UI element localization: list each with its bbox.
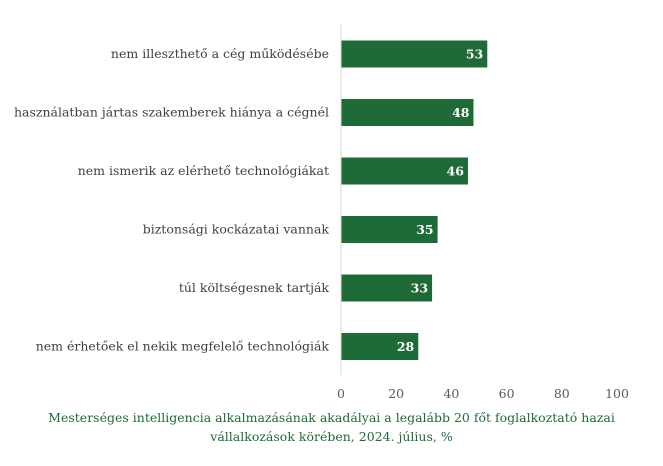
bar [341,99,474,126]
chart-caption: Mesterséges intelligencia alkalmazásának… [20,408,643,446]
data-label: 48 [452,105,470,120]
x-tick-label: 40 [443,386,459,401]
bar [341,216,438,243]
data-label: 53 [466,47,483,62]
data-label: 33 [411,281,428,296]
category-label: nem érhetőek el nekik megfelelő technoló… [36,339,330,354]
data-label: 35 [416,222,433,237]
category-label: biztonsági kockázatai vannak [143,222,330,237]
category-label: nem ismerik az elérhető technológiákat [78,163,329,178]
bar [341,40,488,68]
category-label: túl költségesnek tartják [179,280,330,295]
x-tick-label: 0 [337,386,345,401]
bar [341,274,433,302]
x-tick-label: 20 [388,386,404,401]
data-label: 28 [397,339,415,354]
caption-line-2: vállalkozások körében, 2024. július, % [210,429,453,444]
x-tick-label: 100 [605,386,629,401]
x-tick-label: 60 [499,386,515,401]
caption-line-1: Mesterséges intelligencia alkalmazásának… [48,410,615,425]
bar [341,333,419,360]
category-label: használatban jártas szakemberek hiánya a… [14,105,329,120]
category-label: nem illeszthető a cég működésébe [111,46,329,61]
x-tick-label: 80 [554,386,570,401]
bar [341,157,468,185]
data-label: 46 [447,164,465,179]
